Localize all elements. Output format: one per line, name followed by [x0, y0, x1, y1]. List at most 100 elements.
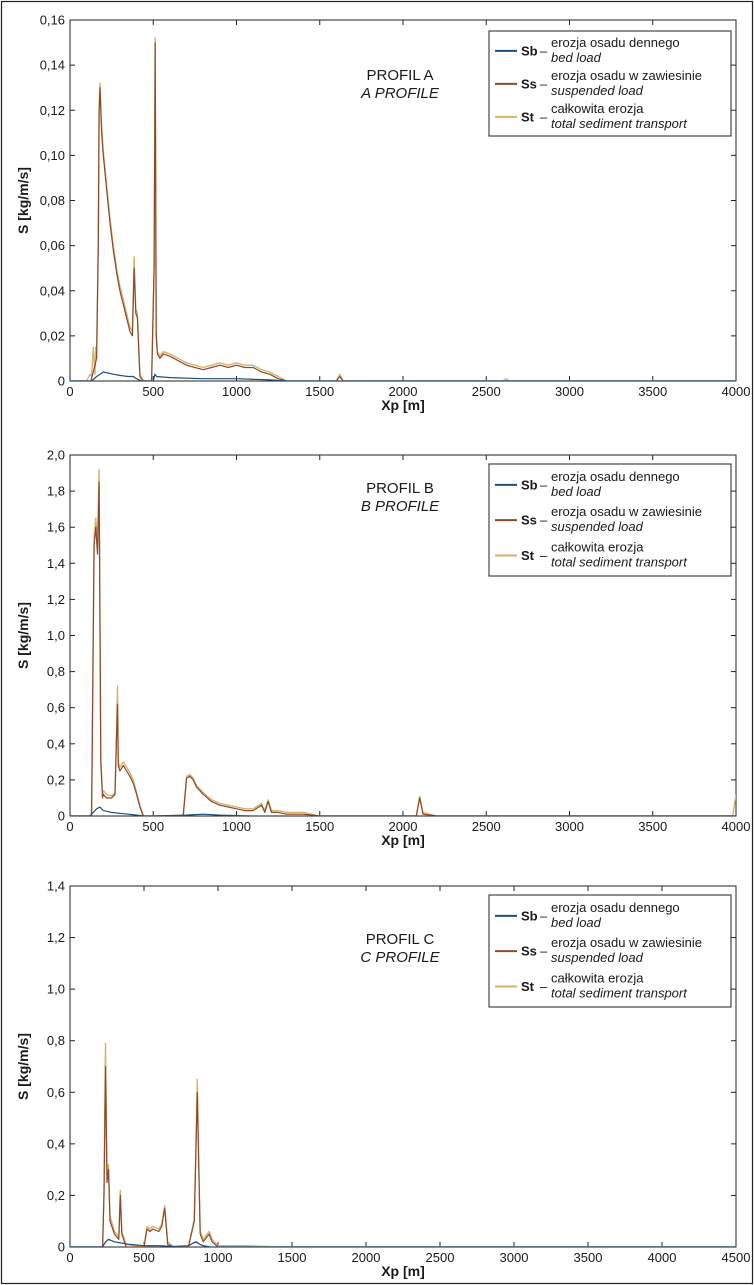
legend-code-0-2: St	[521, 109, 535, 124]
panel-title-2: PROFIL C	[366, 931, 435, 948]
series-line-Ss-0	[70, 41, 736, 381]
x-axis-label-2: Xp [m]	[381, 1263, 425, 1279]
legend-label-en-1-1: suspended load	[551, 519, 644, 534]
panel-title-1: PROFIL B	[366, 480, 434, 497]
legend-code-0-0: Sb	[521, 43, 538, 58]
legend-dash-0-2: –	[540, 109, 548, 124]
y-axis-label-0: S [kg/m/s]	[15, 167, 31, 234]
ytick-label-1-0: 0	[58, 809, 65, 824]
xtick-label-1-0: 0	[66, 819, 73, 834]
xtick-label-0-2: 1000	[222, 384, 251, 399]
xtick-label-0-6: 3000	[555, 384, 584, 399]
x-axis-label-0: Xp [m]	[381, 397, 425, 413]
legend-label-1-0: erozja osadu dennego	[551, 469, 680, 484]
legend-code-2-2: St	[521, 979, 535, 994]
xtick-label-0-4: 2000	[389, 384, 418, 399]
legend-dash-2-2: –	[540, 979, 548, 994]
ytick-label-0-8: 0,16	[40, 13, 65, 28]
legend-code-1-0: Sb	[521, 477, 538, 492]
xtick-label-0-0: 0	[66, 384, 73, 399]
legend-label-2-1: erozja osadu w zawiesinie	[551, 935, 702, 950]
ytick-label-0-6: 0,12	[40, 103, 65, 118]
xtick-label-1-8: 4000	[722, 819, 751, 834]
series-line-St-1	[70, 468, 736, 816]
x-axis-label-1: Xp [m]	[381, 832, 425, 848]
legend-label-en-2-1: suspended load	[551, 950, 644, 965]
xtick-label-2-8: 4000	[648, 1250, 677, 1265]
series-line-Ss-1	[70, 481, 736, 816]
series-line-Ss-2	[70, 1065, 736, 1247]
panel-subtitle-2: C PROFILE	[360, 949, 440, 966]
ytick-label-0-0: 0	[58, 374, 65, 389]
series-line-Sb-0	[70, 371, 736, 381]
legend-box-0	[488, 30, 732, 137]
xtick-label-1-2: 1000	[222, 819, 251, 834]
xtick-label-2-0: 0	[66, 1250, 73, 1265]
legend-label-2-0: erozja osadu dennego	[551, 900, 680, 915]
ytick-label-0-7: 0,14	[40, 58, 65, 73]
legend-label-1-2: całkowita erozja	[551, 540, 644, 555]
y-axis-label-2: S [kg/m/s]	[15, 1033, 31, 1100]
panel-subtitle-0: A PROFILE	[360, 85, 440, 102]
legend-label-en-1-0: bed load	[551, 484, 602, 499]
legend-label-en-0-1: suspended load	[551, 83, 644, 98]
xtick-label-2-2: 1000	[204, 1250, 233, 1265]
legend-dash-2-1: –	[540, 944, 548, 959]
legend-code-2-1: Ss	[521, 944, 537, 959]
legend-box-1	[488, 463, 732, 577]
ytick-label-2-7: 1,4	[47, 879, 65, 894]
legend-label-1-1: erozja osadu w zawiesinie	[551, 504, 702, 519]
xtick-label-1-3: 1500	[305, 819, 334, 834]
panel-subtitle-1: B PROFILE	[361, 498, 440, 515]
ytick-label-2-5: 1,0	[47, 982, 65, 997]
xtick-label-1-1: 500	[142, 819, 164, 834]
legend-code-1-1: Ss	[521, 513, 537, 528]
ytick-label-0-2: 0,04	[40, 283, 65, 298]
xtick-label-1-4: 2000	[389, 819, 418, 834]
legend-dash-0-0: –	[540, 43, 548, 58]
ytick-label-1-5: 1,0	[47, 628, 65, 643]
xtick-label-1-6: 3000	[555, 819, 584, 834]
xtick-label-2-5: 2500	[426, 1250, 455, 1265]
ytick-label-1-6: 1,2	[47, 592, 65, 607]
xtick-label-2-3: 1500	[278, 1250, 307, 1265]
ytick-label-0-5: 0,10	[40, 148, 65, 163]
ytick-label-1-3: 0,6	[47, 700, 65, 715]
xtick-label-0-1: 500	[142, 384, 164, 399]
series-line-Sb-2	[70, 1238, 736, 1247]
legend-box-2	[488, 894, 732, 1008]
y-axis-label-1: S [kg/m/s]	[15, 602, 31, 669]
ytick-label-1-1: 0,2	[47, 772, 65, 787]
legend-label-0-2: całkowita erozja	[551, 101, 644, 116]
panel-title-0: PROFIL A	[367, 67, 434, 84]
xtick-label-2-4: 2000	[352, 1250, 381, 1265]
legend-code-0-1: Ss	[521, 76, 537, 91]
ytick-label-1-7: 1,4	[47, 556, 65, 571]
ytick-label-2-0: 0	[58, 1240, 65, 1255]
legend-label-en-0-0: bed load	[551, 50, 602, 65]
legend-label-en-2-2: total sediment transport	[551, 986, 688, 1001]
xtick-label-2-9: 4500	[722, 1250, 751, 1265]
series-line-Sb-1	[70, 806, 736, 816]
ytick-label-1-2: 0,4	[47, 736, 65, 751]
ytick-label-1-8: 1,6	[47, 520, 65, 535]
xtick-label-2-6: 3000	[500, 1250, 529, 1265]
ytick-label-1-4: 0,8	[47, 664, 65, 679]
legend-label-2-2: całkowita erozja	[551, 971, 644, 986]
ytick-label-2-3: 0,6	[47, 1085, 65, 1100]
legend-dash-1-2: –	[540, 548, 548, 563]
legend-label-en-1-2: total sediment transport	[551, 555, 688, 570]
ytick-label-1-10: 2,0	[47, 448, 65, 463]
ytick-label-2-1: 0,2	[47, 1188, 65, 1203]
ytick-label-2-6: 1,2	[47, 930, 65, 945]
legend-dash-0-1: –	[540, 76, 548, 91]
legend-label-0-1: erozja osadu w zawiesinie	[551, 68, 702, 83]
ytick-label-0-4: 0,08	[40, 193, 65, 208]
xtick-label-2-1: 500	[133, 1250, 155, 1265]
legend-code-2-0: Sb	[521, 908, 538, 923]
xtick-label-2-7: 3500	[574, 1250, 603, 1265]
xtick-label-0-3: 1500	[305, 384, 334, 399]
ytick-label-1-9: 1,8	[47, 484, 65, 499]
xtick-label-1-5: 2500	[472, 819, 501, 834]
